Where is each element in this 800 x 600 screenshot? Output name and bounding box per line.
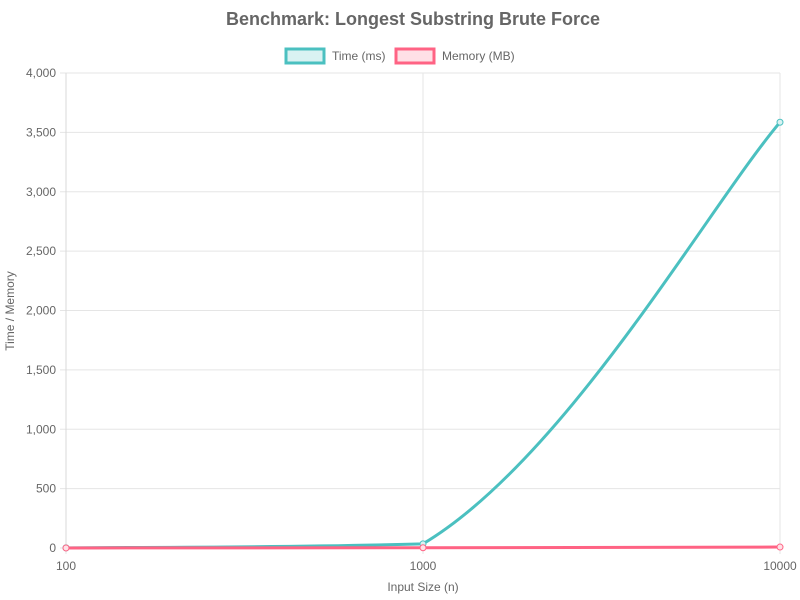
x-axis-label: Input Size (n)	[387, 580, 458, 594]
y-tick-label: 4,000	[26, 66, 56, 80]
x-tick-label: 1000	[410, 559, 437, 573]
grid	[60, 72, 781, 554]
y-tick-label: 1,500	[26, 363, 56, 377]
legend-label-time: Time (ms)	[332, 49, 386, 63]
data-point-time	[776, 118, 784, 126]
legend-swatch-memory	[394, 47, 436, 65]
y-tick-label: 1,000	[26, 422, 56, 436]
y-tick-label: 3,500	[26, 125, 56, 139]
axes: 0 500 1,000 1,500 2,000 2,500 3,000 3,500 4,000 1…	[26, 66, 797, 573]
data-point-memory	[419, 544, 427, 552]
data-point-memory	[776, 543, 784, 551]
y-tick-label: 3,000	[26, 185, 56, 199]
y-tick-label: 500	[36, 482, 56, 496]
y-tick-label: 2,000	[26, 304, 56, 318]
legend: Time (ms) Memory (MB)	[284, 47, 515, 65]
y-axis-label: Time / Memory	[3, 271, 17, 351]
data-point-memory	[62, 544, 70, 552]
x-tick-label: 10000	[763, 559, 797, 573]
chart-title: Benchmark: Longest Substring Brute Force	[226, 9, 600, 29]
legend-label-memory: Memory (MB)	[442, 49, 515, 63]
legend-item-memory[interactable]: Memory (MB)	[394, 47, 515, 65]
series	[62, 118, 784, 552]
legend-item-time[interactable]: Time (ms)	[284, 47, 386, 65]
y-tick-label: 2,500	[26, 244, 56, 258]
legend-swatch-time	[284, 47, 326, 65]
x-tick-label: 100	[56, 559, 76, 573]
y-tick-label: 0	[49, 541, 56, 555]
